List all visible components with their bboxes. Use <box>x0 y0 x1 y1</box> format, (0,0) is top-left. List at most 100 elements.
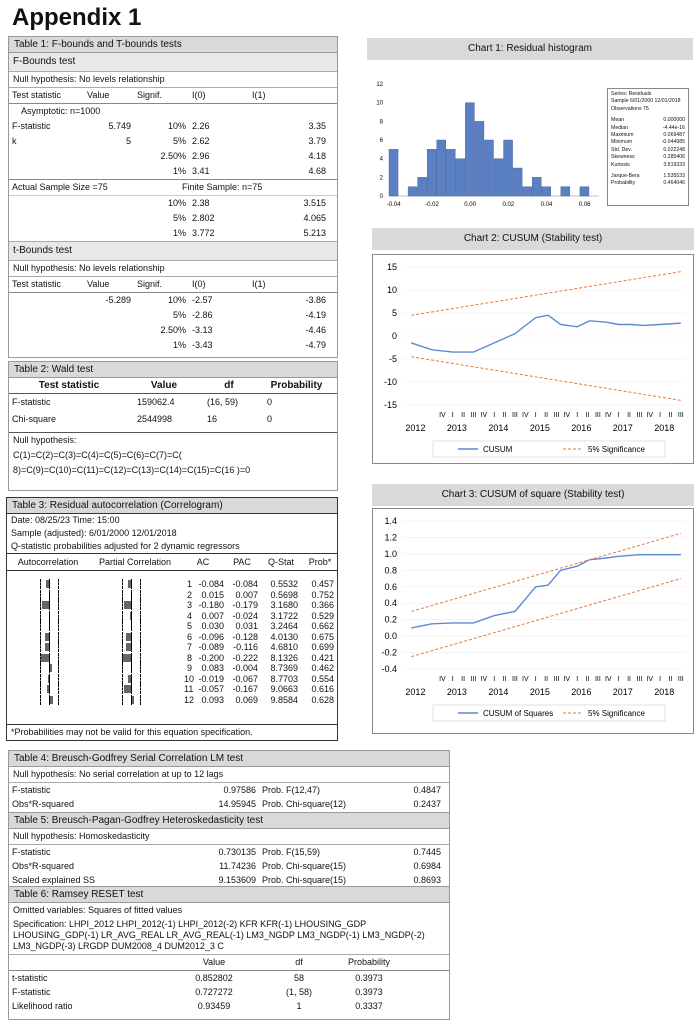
table-cell: 10 <box>184 673 195 684</box>
table-cell: -0.222 <box>232 652 258 663</box>
x-tick-label: 2012 <box>405 423 425 433</box>
confidence-mark <box>122 642 123 652</box>
table-cell: 0.462 <box>311 663 334 673</box>
stat-label: Median <box>611 124 629 131</box>
col-header: Autocorrelation <box>17 557 79 567</box>
x-quarter-label: I <box>535 676 537 683</box>
table-cell: 0.97586 <box>223 785 256 795</box>
x-tick-label: 2013 <box>447 687 467 697</box>
x-tick-label: 2015 <box>530 687 550 697</box>
stat-label: Probability <box>611 180 636 187</box>
table-cell: 0.083 <box>201 663 224 673</box>
zero-line <box>49 610 50 621</box>
table-cell: 0.727272 <box>195 987 233 997</box>
table-cell: 4.065 <box>303 213 326 223</box>
confidence-mark <box>40 600 41 610</box>
asymptotic-rows: F-statistic 5.749 10% 2.26 3.35 k 5 5% 2.62 3.79 2… <box>9 119 337 179</box>
zero-line <box>131 642 132 652</box>
zero-line <box>49 589 50 600</box>
zero-line <box>49 621 50 631</box>
t5-null: Null hypothesis: Homoskedasticity <box>9 829 449 845</box>
table-cell: 2.96 <box>192 151 210 161</box>
correlogram-bar <box>126 643 131 651</box>
x-quarter-label: I <box>452 412 454 419</box>
table-cell: 1 <box>296 1001 302 1011</box>
histogram-bar <box>503 139 513 197</box>
histogram-bar <box>493 158 504 197</box>
col-header: Value <box>87 90 110 100</box>
pac-bar-cell <box>89 684 181 694</box>
ac-bar-cell <box>7 600 89 610</box>
table-row: F-statistic 5.749 10% 2.26 3.35 <box>9 119 337 134</box>
x-quarter-label: II <box>627 412 631 419</box>
significance-line <box>411 532 681 612</box>
chart-3-title: Chart 3: CUSUM of square (Stability test… <box>372 484 694 506</box>
f-header-row: Test statistic Value Signif. I(0) I(1) <box>9 88 337 104</box>
x-quarter-label: I <box>618 412 620 419</box>
x-tick-label: 0.06 <box>579 202 591 208</box>
table-cell: 0.3973 <box>355 973 383 983</box>
table-row: -5.289 10% -2.57 -3.86 <box>9 293 337 308</box>
table-cell: 0.730135 <box>218 847 256 857</box>
table-row: Chi-square 2544998 16 0 <box>9 411 337 428</box>
table-cell: 0.4847 <box>413 785 441 795</box>
zero-line <box>49 663 50 673</box>
stat-row: Maximum 0.069487 <box>611 132 685 139</box>
x-quarter-label: III <box>678 676 684 683</box>
correlogram-bar <box>127 580 131 588</box>
confidence-mark <box>122 631 123 642</box>
table-cell: 5% <box>172 310 186 320</box>
confidence-mark <box>122 673 123 684</box>
table-cell: 58 <box>293 973 304 983</box>
t3-note: Q-statistic probabilities adjusted for 2… <box>7 540 337 554</box>
confidence-mark <box>140 589 141 600</box>
confidence-mark <box>140 684 141 694</box>
confidence-mark <box>58 600 59 610</box>
page-title: Appendix 1 <box>12 4 142 31</box>
table-row: 2 0.015 0.007 0.5698 0.752 <box>7 589 337 601</box>
ac-bar-cell <box>7 684 89 694</box>
table-cell: Obs*R-squared <box>12 799 75 809</box>
t3-rows: 1 -0.084 -0.084 0.5532 0.457 2 0.015 0.007 0.569… <box>7 571 337 705</box>
t-rows: -5.289 10% -2.57 -3.86 5% -2.86 -4.19 2.50% -3.1… <box>9 293 337 353</box>
histogram-bar <box>579 186 590 197</box>
x-quarter-label: IV <box>481 412 488 419</box>
confidence-mark <box>122 684 123 694</box>
table-cell: -0.084 <box>232 579 258 589</box>
histogram-bar <box>455 158 466 197</box>
pac-bar-cell <box>89 610 181 621</box>
table-cell: 3.41 <box>192 166 210 176</box>
y-tick-label: 1.0 <box>384 549 397 559</box>
x-quarter-label: II <box>586 412 590 419</box>
table-cell: 5.749 <box>108 121 131 131</box>
y-tick-label: -5 <box>389 354 397 364</box>
y-tick-label: 15 <box>387 262 397 272</box>
confidence-mark <box>122 694 123 705</box>
correlogram-bar <box>49 695 53 704</box>
col-header: I(0) <box>192 90 206 100</box>
legend-label: CUSUM <box>483 445 513 454</box>
col-header: Value <box>150 380 178 391</box>
zero-line <box>49 684 50 694</box>
x-quarter-label: IV <box>563 676 570 683</box>
t6-header-row: Value df Probability <box>9 955 449 971</box>
table-row: t-statistic 0.852802 58 0.3973 <box>9 971 449 985</box>
t2-null-line2: 8)=C(9)=C(10)=C(11)=C(12)=C(13)=C(14)=C(… <box>13 465 251 475</box>
zero-line <box>49 652 50 663</box>
confidence-mark <box>140 621 141 631</box>
zero-line <box>131 652 132 663</box>
correlogram-bar <box>125 632 131 641</box>
table-cell: 5 <box>186 621 192 631</box>
table-cell: 4.68 <box>308 166 326 176</box>
correlogram-bar <box>49 664 53 672</box>
table-row: Likelihood ratio 0.93459 1 0.3337 <box>9 999 449 1013</box>
x-quarter-label: III <box>554 412 560 419</box>
stat-label: Observations 75 <box>611 105 649 112</box>
table-cell: 8 <box>186 652 192 663</box>
stat-row: Jarque-Bera 1.535533 <box>611 173 685 180</box>
confidence-mark <box>140 600 141 610</box>
stat-row: Kurtosis 3.519333 <box>611 162 685 169</box>
histogram-bar <box>465 102 475 197</box>
table-cell: Chi-square <box>12 414 57 424</box>
table-cell: 10% <box>167 198 186 208</box>
